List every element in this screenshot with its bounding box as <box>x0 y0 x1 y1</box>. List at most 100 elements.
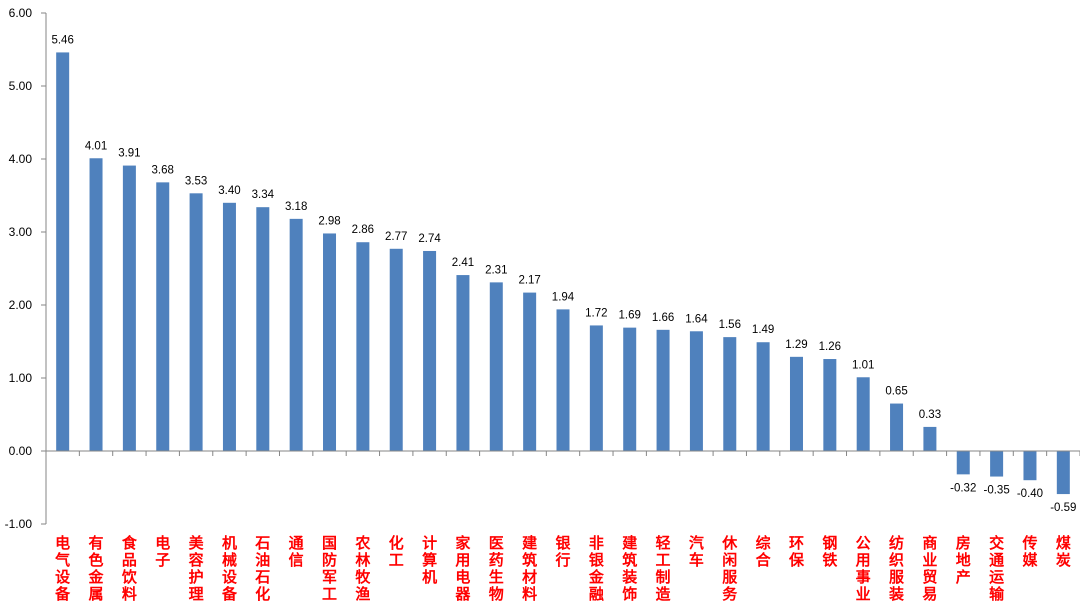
y-tick-label: 1.00 <box>9 371 33 385</box>
data-label: 2.98 <box>318 215 340 227</box>
data-label: 0.33 <box>919 409 941 421</box>
bar <box>356 242 370 451</box>
bar <box>856 377 870 451</box>
data-label: 1.72 <box>585 307 607 319</box>
bar <box>122 165 136 451</box>
data-label: 3.34 <box>252 189 275 201</box>
category-label: 通信 <box>289 534 304 569</box>
bar <box>689 331 703 451</box>
data-label: 2.17 <box>518 275 540 287</box>
y-tick-label: 0.00 <box>9 444 33 458</box>
bar <box>456 275 470 451</box>
category-label: 煤炭 <box>1056 534 1071 569</box>
data-label: 1.94 <box>552 291 575 303</box>
bar <box>523 292 537 451</box>
bar <box>323 233 337 451</box>
y-tick-label: 3.00 <box>9 225 33 239</box>
category-label: 传媒 <box>1021 534 1038 569</box>
bar <box>556 309 570 451</box>
data-label: 3.68 <box>152 164 174 176</box>
bar <box>823 359 837 451</box>
data-label: 3.40 <box>218 185 240 197</box>
data-label: 3.53 <box>185 175 207 187</box>
bar <box>623 327 637 451</box>
category-label: 综合 <box>755 534 772 569</box>
category-label: 纺织服装 <box>888 534 905 603</box>
y-tick-label: 2.00 <box>9 298 33 312</box>
y-tick-label: 5.00 <box>9 79 33 93</box>
category-label: 美容护理 <box>188 534 205 603</box>
data-label: 1.29 <box>785 339 807 351</box>
bars <box>56 52 1070 495</box>
category-label: 银行 <box>554 534 571 569</box>
data-label: 2.74 <box>418 233 441 245</box>
data-label: 2.86 <box>352 224 374 236</box>
bar <box>189 193 203 451</box>
bar <box>89 158 103 451</box>
category-label: 房地产 <box>956 534 971 586</box>
y-axis: 6.00 5.00 4.00 3.00 2.00 1.00 0.00 -1.00 <box>5 6 1080 531</box>
data-label: 1.64 <box>685 313 708 325</box>
data-label: -0.40 <box>1017 488 1043 500</box>
bar <box>256 207 270 451</box>
category-label: 机械设备 <box>221 534 238 603</box>
data-labels: 5.46 4.01 3.91 3.68 3.53 3.40 3.34 3.18 2.98 2.86… <box>51 34 1076 514</box>
data-label: 4.01 <box>85 140 107 152</box>
bar <box>389 248 403 451</box>
data-label: 1.01 <box>852 359 874 371</box>
bar <box>1023 451 1037 481</box>
data-label: 2.77 <box>385 231 407 243</box>
data-label: 1.26 <box>819 341 841 353</box>
category-label: 休闲服务 <box>721 534 738 603</box>
bar <box>56 52 70 452</box>
category-label: 医药生物 <box>489 534 504 603</box>
category-label: 汽车 <box>689 534 704 569</box>
bar <box>423 250 437 451</box>
bar <box>656 329 670 451</box>
bar <box>1056 451 1070 495</box>
category-label: 钢铁 <box>822 534 837 569</box>
bar <box>990 451 1004 477</box>
category-label: 有色金属 <box>88 534 105 603</box>
bar <box>890 403 904 451</box>
bar <box>923 426 937 451</box>
y-tick-label: 6.00 <box>9 6 33 20</box>
bar <box>289 218 303 451</box>
bar <box>222 202 236 451</box>
category-label: 计算机 <box>422 534 437 586</box>
category-label: 国防军工 <box>322 534 337 603</box>
category-label: 环保 <box>788 534 805 569</box>
y-tick-label: 4.00 <box>9 152 33 166</box>
category-label: 电子 <box>155 534 170 569</box>
category-label: 家用电器 <box>454 534 471 603</box>
category-label: 食品饮料 <box>121 534 138 603</box>
y-tick-label: -1.00 <box>5 517 33 531</box>
category-label: 交通运输 <box>989 534 1005 603</box>
category-label: 非银金融 <box>588 534 605 603</box>
data-label: -0.32 <box>950 482 976 494</box>
bar <box>956 451 970 475</box>
data-label: -0.35 <box>984 485 1010 497</box>
category-label: 农林牧渔 <box>354 534 371 603</box>
data-label: 1.66 <box>652 312 674 324</box>
data-label: 2.31 <box>485 264 507 276</box>
category-label: 公用事业 <box>856 534 871 603</box>
bar <box>756 342 770 451</box>
category-label: 商业贸易 <box>922 534 937 603</box>
category-label: 石油石化 <box>254 534 270 603</box>
category-label: 建筑装饰 <box>621 534 638 603</box>
data-label: 3.18 <box>285 201 307 213</box>
category-label: 建筑材料 <box>521 534 538 603</box>
bar <box>489 282 503 451</box>
category-label: 电气设备 <box>54 534 71 603</box>
data-label: 0.65 <box>885 386 907 398</box>
bar <box>589 325 603 451</box>
bar <box>156 182 170 452</box>
data-label: 3.91 <box>118 148 140 160</box>
data-label: 2.41 <box>452 257 474 269</box>
category-label: 轻工制造 <box>656 534 671 603</box>
data-label: 1.49 <box>752 324 774 336</box>
data-label: 1.56 <box>719 319 741 331</box>
